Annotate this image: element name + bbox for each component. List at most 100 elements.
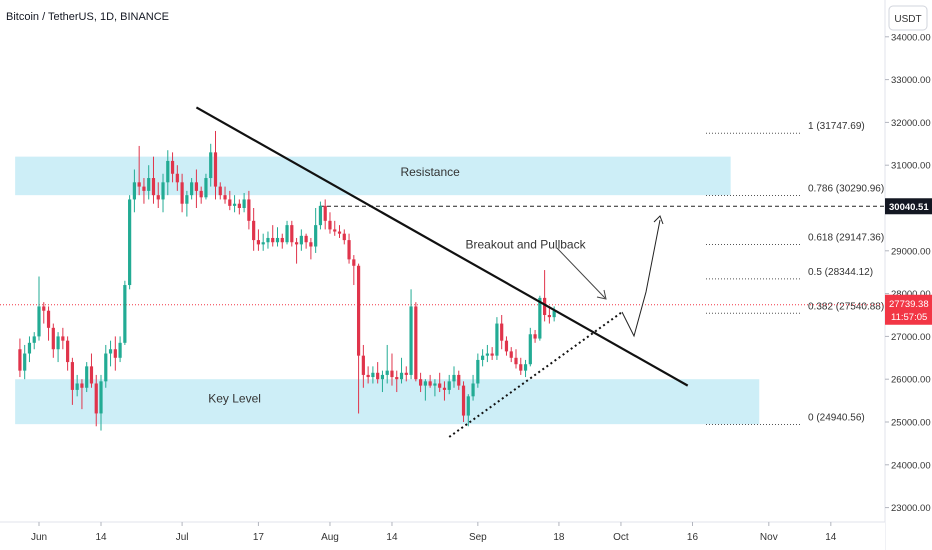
candle-body [42, 306, 46, 311]
candle-body [328, 220, 332, 230]
fib-level-label: 0 (24940.56) [808, 413, 865, 424]
candle-body [461, 385, 466, 416]
fib-level-label: 0.382 (27540.88) [808, 301, 884, 312]
chart-title: Bitcoin / TetherUS, 1D, BINANCE [6, 11, 169, 23]
candle-body [132, 182, 136, 200]
candle-body [309, 242, 313, 247]
candle-body [438, 383, 442, 388]
time-axis[interactable] [0, 522, 885, 550]
candle-body [252, 220, 256, 241]
x-tick-label: 14 [825, 532, 837, 543]
candle-body [185, 195, 189, 204]
candle-countdown-label: 11:57:05 [891, 312, 927, 323]
candle-body [46, 310, 51, 328]
currency-button[interactable]: USDT [888, 5, 928, 31]
candle-body [519, 364, 523, 371]
candle-body [209, 152, 213, 179]
candle-body [142, 186, 146, 191]
y-tick-label: 25000.00 [891, 418, 931, 429]
candle-body [18, 349, 22, 371]
candle-body [509, 351, 513, 358]
candle-body [299, 235, 303, 245]
candle-body [323, 205, 327, 221]
candle-body [337, 231, 342, 234]
price-axis[interactable] [885, 0, 932, 550]
plot-area[interactable] [0, 0, 885, 522]
candle-body [333, 229, 337, 232]
candle-body [271, 237, 275, 243]
x-tick-label: Jun [31, 532, 47, 543]
candle-body [285, 225, 289, 243]
x-tick-label: Aug [321, 532, 339, 543]
candle-body [547, 315, 551, 318]
candle-body [442, 387, 447, 390]
candle-body [66, 340, 70, 363]
candle-body [232, 203, 237, 206]
candle-body [85, 366, 89, 388]
candle-body [533, 334, 537, 339]
candle-body [237, 203, 241, 208]
y-tick-label: 23000.00 [891, 503, 931, 514]
breakout-arrow [556, 247, 607, 300]
candle-body [223, 195, 227, 200]
candle-body [528, 334, 532, 365]
projection-arrow [621, 215, 664, 338]
y-tick-label: 28000.00 [891, 289, 931, 300]
candle-body [108, 349, 113, 354]
candle-body [275, 237, 280, 243]
annotation-key-level: Key Level [208, 392, 261, 406]
candle-body [352, 259, 356, 266]
candle-body [495, 323, 499, 356]
price-tags: 30040.51 27739.38 11:57:05 [885, 198, 932, 325]
descending-trendline [195, 106, 689, 387]
candle-body [218, 186, 222, 196]
y-tick-label: 33000.00 [891, 75, 931, 86]
fib-level-label: 0.5 (28344.12) [808, 267, 873, 278]
candle-body [51, 327, 55, 350]
candle-body [294, 242, 299, 245]
candle-body [342, 233, 346, 241]
zone-resistance [15, 156, 731, 196]
x-tick-label: 16 [687, 532, 699, 543]
candle-body [376, 372, 380, 380]
candle-body [538, 297, 542, 339]
x-tick-label: 14 [386, 532, 398, 543]
currency-button-label: USDT [894, 14, 921, 25]
candle-body [523, 364, 528, 371]
candle-body [419, 379, 423, 386]
candle-body [166, 160, 170, 183]
candle-body [543, 297, 547, 315]
candle-body [428, 381, 432, 386]
candle-body [128, 199, 132, 286]
candle-body [228, 199, 232, 206]
candle-body [242, 199, 246, 208]
x-tick-label: 17 [253, 532, 265, 543]
candle-body [385, 370, 389, 375]
candle-body [123, 285, 127, 343]
candle-body [89, 366, 94, 384]
ascending-support [448, 312, 622, 438]
candle-body [504, 340, 509, 352]
candle-body [147, 178, 151, 191]
candle-body [104, 353, 108, 382]
x-tick-label: 14 [95, 532, 107, 543]
candle-body [485, 353, 489, 356]
candle-body [414, 306, 418, 380]
x-tick-label: Nov [760, 532, 778, 543]
candle-body [32, 336, 36, 343]
candle-body [70, 362, 74, 390]
annotation-resistance: Resistance [400, 165, 460, 179]
candle-body [404, 372, 408, 375]
candle-body [390, 370, 394, 378]
candle-body [94, 383, 98, 414]
candle-body [161, 182, 165, 200]
candle-body [471, 383, 475, 397]
candle-body [99, 381, 103, 414]
candle-body [423, 381, 427, 386]
candle-body [481, 355, 485, 360]
current-price-tag [885, 294, 932, 325]
x-tick-label: 18 [553, 532, 565, 543]
candle-body [56, 336, 60, 350]
x-tick-label: Jul [176, 532, 189, 543]
